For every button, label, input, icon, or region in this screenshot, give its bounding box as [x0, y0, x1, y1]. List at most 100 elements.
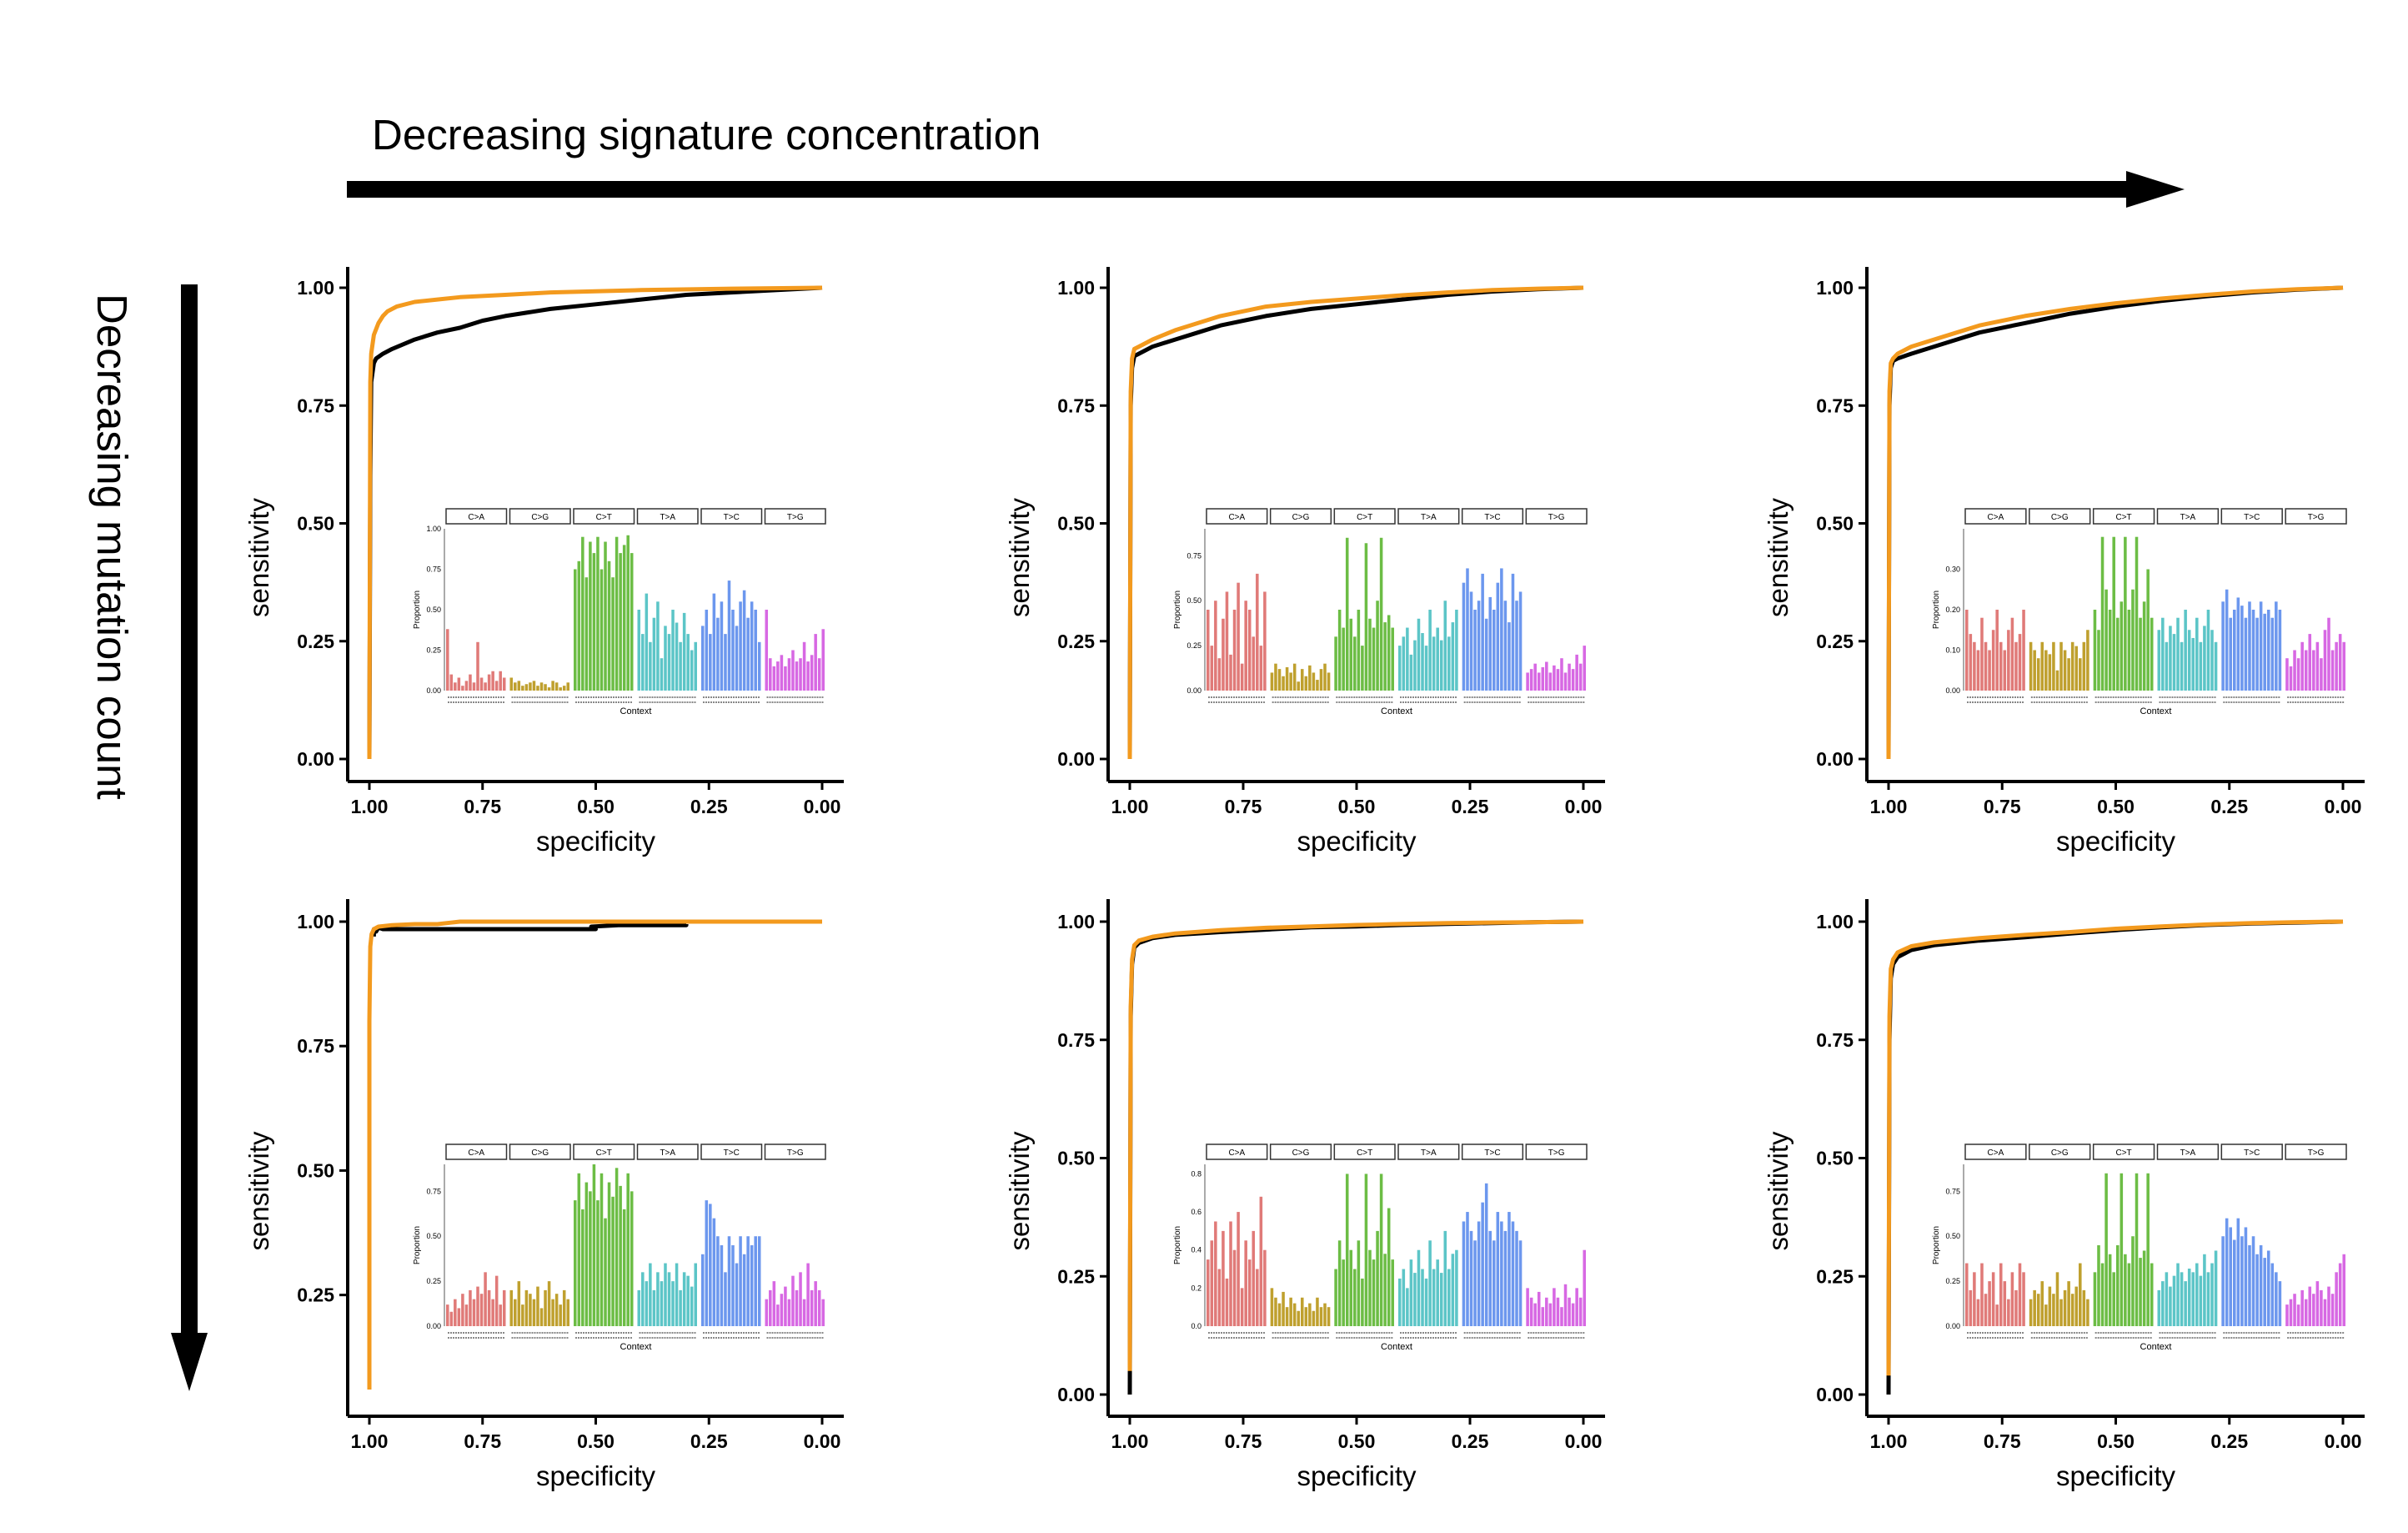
inset-bar [2139, 617, 2142, 691]
inset-bar [2232, 1239, 2236, 1326]
inset-bar [2259, 1245, 2263, 1326]
inset-bar [2248, 1245, 2251, 1326]
inset-facet-label: T>G [1548, 1148, 1565, 1158]
inset-facet-label: C>G [531, 1148, 549, 1158]
inset-bar [1518, 1240, 1523, 1326]
top-arrow-head [2126, 171, 2185, 208]
inset-bar [539, 1308, 544, 1326]
inset-bar [559, 687, 562, 691]
y-tick-label: 1.00 [297, 911, 334, 932]
inset-facet-label: C>G [2051, 1148, 2069, 1158]
inset-bar [720, 1245, 724, 1326]
inset-facet-label: C>G [2051, 513, 2069, 522]
inset-bar [2112, 1272, 2115, 1326]
inset-bar [1304, 676, 1308, 691]
inset-bar [1560, 658, 1563, 691]
inset-bar [2079, 658, 2082, 691]
inset-bar [2010, 1272, 2014, 1326]
x-tick-label: 0.25 [690, 1430, 728, 1452]
inset-bar [2199, 641, 2203, 691]
roc-line-black [367, 285, 823, 760]
inset-bar [1274, 663, 1277, 691]
inset-bar [1237, 1212, 1240, 1326]
inset-bar [2330, 1294, 2335, 1326]
inset-bar [1529, 669, 1533, 691]
inset-bar [454, 682, 457, 691]
inset-bar [705, 1200, 709, 1326]
inset-bar [1413, 640, 1417, 691]
inset-bar [1252, 1230, 1256, 1326]
inset-facet-header [1333, 508, 1396, 525]
x-tick-label: 1.00 [351, 796, 389, 817]
x-tick-label: 1.00 [1870, 1430, 1908, 1452]
inset-bar [727, 581, 731, 691]
inset-bar [2112, 536, 2115, 691]
inset-bar [2048, 654, 2052, 691]
inset-bar [1503, 601, 1508, 691]
inset-bar [1988, 650, 1991, 691]
inset-bar [2018, 634, 2022, 691]
inset-bar [821, 1299, 825, 1326]
y-tick-label: 0.75 [1816, 395, 1854, 416]
inset-bar [2229, 617, 2232, 691]
inset-bar [2097, 630, 2100, 691]
inset-bar [2161, 617, 2165, 691]
inset-bar [1984, 641, 1988, 691]
inset-bar [604, 1218, 607, 1326]
y-tick-label: 0.75 [1057, 395, 1095, 416]
inset-bar [652, 617, 656, 691]
inset-bar [2187, 630, 2191, 691]
roc-line-orange [1886, 919, 2344, 1376]
inset-bar [641, 634, 645, 691]
inset-bar [1277, 669, 1282, 691]
inset-bar [2093, 610, 2097, 691]
inset-bar [1368, 618, 1372, 691]
roc-line-orange [1127, 919, 1584, 1371]
inset-bar [1995, 1304, 1999, 1326]
inset-facet-label: T>C [1484, 513, 1500, 522]
roc-panel-row2-col2: 1.00 0.75 0.50 0.25 0.00 0.00 0.25 0.50 0.75 1.00… [1004, 899, 1605, 1491]
inset-bar [2335, 1272, 2338, 1326]
inset-bar [757, 1236, 761, 1326]
inset-bar [2115, 617, 2120, 691]
inset-bar [1402, 1269, 1406, 1326]
inset-facet-header [573, 1143, 635, 1160]
inset-facet-header [2029, 1143, 2091, 1160]
y-tick-label: 0.25 [1057, 631, 1095, 652]
inset-bar [772, 1281, 776, 1326]
inset-bar [727, 1236, 731, 1326]
inset-bar [664, 1263, 667, 1326]
inset-bar [2240, 606, 2244, 691]
inset-bar [484, 1272, 487, 1326]
inset-bar [1237, 582, 1240, 691]
inset-bar [1526, 672, 1529, 691]
inset-bar [802, 1299, 806, 1326]
inset-bar [2135, 536, 2139, 691]
inset-bar [787, 1299, 791, 1326]
inset-bar [2195, 617, 2199, 691]
inset-bar [1477, 1221, 1481, 1326]
inset-bar [1214, 601, 1217, 691]
inset-facet-label: T>C [724, 1148, 740, 1158]
inset-bar [2169, 626, 2172, 691]
inset-bar [491, 671, 494, 691]
y-tick-label: 0.75 [1057, 1029, 1095, 1051]
inset-bar [2296, 1304, 2300, 1326]
inset-bar [1379, 537, 1383, 691]
inset-bar [2086, 630, 2089, 691]
inset-bar [776, 661, 780, 691]
inset-facet-header [509, 1143, 571, 1160]
x-tick-label: 0.75 [1225, 1430, 1262, 1452]
inset-bar [554, 682, 559, 691]
y-axis-title: sensitivity [1763, 497, 1793, 617]
inset-facet-label: C>T [596, 1148, 612, 1158]
inset-facet-header [445, 1143, 508, 1160]
inset-bar [1319, 669, 1323, 691]
inset-bar [562, 1289, 566, 1326]
inset-facet-label: T>C [2244, 1148, 2260, 1158]
inset-bar [626, 1173, 630, 1326]
inset-bar [592, 553, 596, 691]
inset-bar [2082, 641, 2086, 691]
inset-bar [660, 658, 664, 691]
inset-bar [780, 1294, 784, 1326]
